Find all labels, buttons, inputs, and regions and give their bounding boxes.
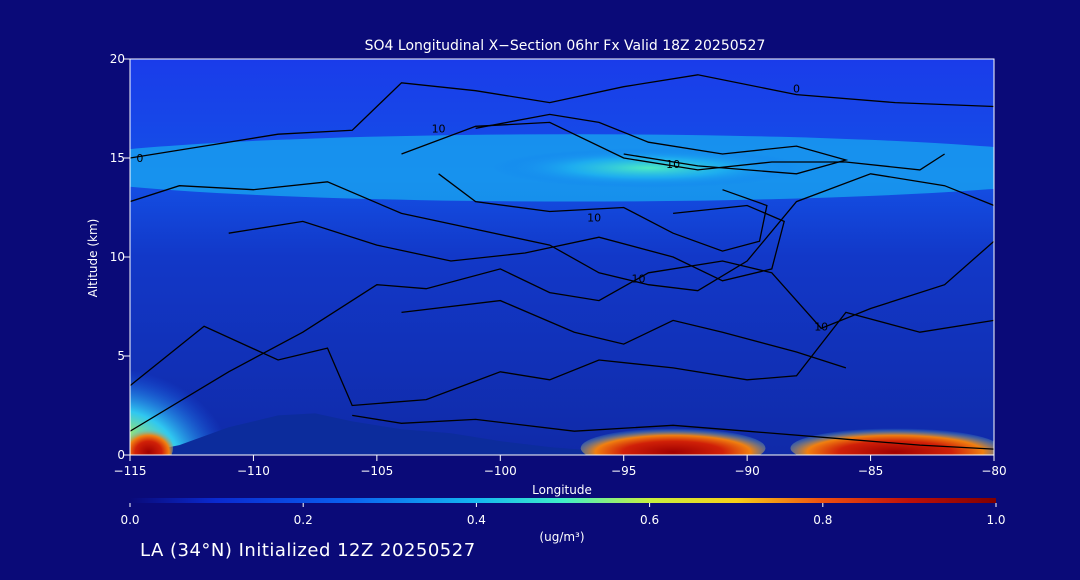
contour-line-3	[130, 173, 994, 292]
contour-label-3: 10	[587, 211, 601, 224]
x-tick-label-3: −105	[360, 464, 393, 478]
x-tick-label-7: −85	[858, 464, 883, 478]
y-tick-label-5: 20	[110, 52, 125, 66]
contour-line-9	[352, 414, 994, 450]
surface-hotspots	[130, 428, 994, 455]
x-tick-label-8: −80	[981, 464, 1006, 478]
initialization-footer: LA (34°N) Initialized 12Z 20250527	[140, 540, 476, 561]
hotspot-3	[790, 428, 994, 455]
colorbar-tick-label-3: 0.4	[467, 513, 486, 527]
colorbar-tick-label-4: 0.6	[640, 513, 659, 527]
chart-title: SO4 Longitudinal X−Section 06hr Fx Valid…	[365, 38, 766, 54]
colorbar: 0.0 0.2 0.4 0.6 0.8 1.0 (ug/m³)	[120, 498, 1006, 544]
y-tick-label-1: 0	[117, 448, 125, 462]
x-tick-label-6: −90	[734, 464, 759, 478]
hotspot-2	[580, 428, 766, 455]
y-tick-label-2: 5	[117, 349, 125, 363]
contour-label-1: 10	[432, 122, 446, 135]
contour-line-2	[130, 240, 994, 432]
y-tick-label-4: 15	[110, 151, 125, 165]
contour-label-5: 10	[814, 320, 828, 333]
x-tick-label-1: −115	[114, 464, 147, 478]
x-tick-label-2: −110	[237, 464, 270, 478]
x-axis: −115 −110 −105 −100 −95 −90 −85 −80	[114, 455, 1007, 478]
contour-line-10	[401, 299, 847, 369]
colorbar-ticks: 0.0 0.2 0.4 0.6 0.8 1.0	[120, 503, 1006, 527]
contour-line-1	[130, 311, 994, 407]
colorbar-tick-label-1: 0.0	[120, 513, 139, 527]
colorbar-tick-label-2: 0.2	[294, 513, 313, 527]
x-tick-label-4: −100	[484, 464, 517, 478]
contour-label-7: 0	[136, 152, 143, 165]
hotspot-1	[130, 428, 174, 455]
contour-label-4: 10	[632, 273, 646, 286]
plot-area: 10 10 10 10 10 0 0	[130, 59, 994, 455]
contour-line-8	[438, 173, 768, 252]
y-axis-label: Altitude (km)	[86, 219, 100, 298]
contour-line-5	[130, 74, 994, 159]
colorbar-gradient	[130, 498, 996, 503]
concentration-field-background	[130, 59, 994, 455]
colorbar-tick-label-5: 0.8	[813, 513, 832, 527]
contour-line-4	[228, 204, 785, 282]
contour-labels: 10 10 10 10 10 0 0	[136, 83, 828, 334]
contour-label-2: 10	[666, 158, 680, 171]
upper-band-peak	[492, 148, 804, 188]
contour-line-7	[475, 113, 849, 175]
colorbar-tick-label-6: 1.0	[986, 513, 1005, 527]
contour-label-6: 0	[793, 83, 800, 96]
x-axis-label: Longitude	[532, 483, 592, 497]
colorbar-unit-label: (ug/m³)	[539, 530, 584, 544]
y-tick-label-3: 10	[110, 250, 125, 264]
y-axis: 0 5 10 15 20	[110, 52, 130, 462]
terrain-mask	[130, 413, 994, 455]
contour-lines	[130, 74, 994, 450]
x-tick-label-5: −95	[611, 464, 636, 478]
contour-line-6	[401, 121, 945, 171]
